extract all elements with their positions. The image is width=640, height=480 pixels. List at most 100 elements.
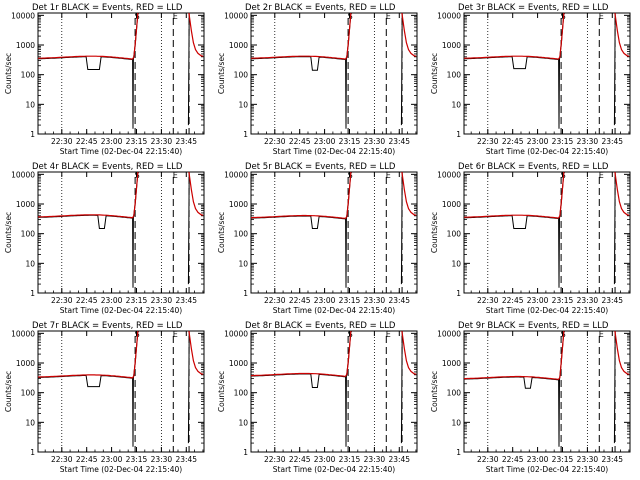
x-tick-label: 23:30 <box>151 296 173 305</box>
x-tick-label: 22:45 <box>289 296 311 305</box>
y-tick-label: 1000 <box>442 200 461 209</box>
y-tick-label: 1000 <box>442 41 461 50</box>
x-tick-label: 22:45 <box>502 137 524 146</box>
plot-frame <box>250 12 418 135</box>
panel-6: Det 6r BLACK = Events, RED = LLD Counts/s… <box>430 162 631 315</box>
y-tick-label: 10000 <box>11 329 35 338</box>
y-tick-label: 10000 <box>224 329 248 338</box>
lld-series-post-line <box>401 171 417 216</box>
y-tick-label: 10 <box>238 418 248 427</box>
y-tick-label: 10 <box>25 259 35 268</box>
y-tick-label: 1000 <box>229 200 248 209</box>
events-series-post-line <box>613 171 616 285</box>
panel-title: Det 7r BLACK = Events, RED = LLD <box>32 321 183 331</box>
panel-1: Det 1r BLACK = Events, RED = LLD Counts/s… <box>4 3 205 156</box>
y-tick-label: 100 <box>21 389 36 398</box>
y-axis-label: Counts/sec <box>430 371 439 412</box>
panel-2: Det 2r BLACK = Events, RED = LLD Counts/s… <box>217 3 418 156</box>
y-tick-label: 100 <box>21 230 36 239</box>
lld-series-line <box>38 330 139 379</box>
marker-label-e: E <box>599 12 604 21</box>
x-tick-label: 23:15 <box>339 455 361 464</box>
x-tick-label: 23:30 <box>151 455 173 464</box>
panel-title: Det 4r BLACK = Events, RED = LLD <box>32 162 183 172</box>
events-series-post-line <box>400 12 403 126</box>
x-axis-label: Start Time (02-Dec-04 22:15:40) <box>60 465 182 474</box>
x-tick-label: 22:30 <box>264 296 286 305</box>
events-series-post-line <box>187 12 190 126</box>
x-tick-label: 22:30 <box>477 296 499 305</box>
x-axis-label: Start Time (02-Dec-04 22:15:40) <box>486 306 608 315</box>
x-axis-label: Start Time (02-Dec-04 22:15:40) <box>273 306 395 315</box>
y-tick-label: 100 <box>234 389 249 398</box>
x-tick-label: 23:45 <box>175 296 197 305</box>
x-tick-label: 22:45 <box>502 455 524 464</box>
marker-label-e: E <box>173 12 178 21</box>
y-tick-label: 10 <box>25 100 35 109</box>
y-tick-label: 1000 <box>229 359 248 368</box>
lld-series-post-line <box>188 171 204 216</box>
y-axis-label: Counts/sec <box>217 371 226 412</box>
x-tick-label: 23:00 <box>314 296 336 305</box>
y-tick-label: 1000 <box>442 359 461 368</box>
panel-8: Det 8r BLACK = Events, RED = LLD Counts/s… <box>217 321 418 474</box>
y-tick-label: 100 <box>447 230 462 239</box>
lld-series-line <box>37 12 139 60</box>
y-axis-label: Counts/sec <box>430 53 439 94</box>
lld-series-line <box>463 12 565 60</box>
panel-title: Det 1r BLACK = Events, RED = LLD <box>32 3 183 13</box>
panel-title: Det 5r BLACK = Events, RED = LLD <box>245 162 396 172</box>
y-axis-label: Counts/sec <box>4 212 13 253</box>
lld-series-post-line <box>614 171 630 216</box>
x-tick-label: 22:30 <box>51 455 73 464</box>
x-tick-label: 23:30 <box>577 137 599 146</box>
x-tick-label: 22:30 <box>51 296 73 305</box>
events-series-post-line <box>187 171 190 285</box>
x-tick-label: 23:30 <box>364 455 386 464</box>
x-tick-label: 23:30 <box>577 455 599 464</box>
x-tick-label: 23:45 <box>388 455 410 464</box>
x-tick-label: 23:30 <box>151 137 173 146</box>
y-tick-label: 10000 <box>437 11 461 20</box>
y-axis-label: Counts/sec <box>430 212 439 253</box>
y-tick-label: 10 <box>451 100 461 109</box>
y-tick-label: 1 <box>30 289 35 298</box>
x-tick-label: 23:30 <box>364 137 386 146</box>
y-tick-label: 1000 <box>16 359 35 368</box>
x-tick-label: 23:00 <box>527 455 549 464</box>
x-tick-label: 22:45 <box>289 137 311 146</box>
x-tick-label: 22:30 <box>264 455 286 464</box>
x-tick-label: 22:30 <box>477 455 499 464</box>
x-axis-label: Start Time (02-Dec-04 22:15:40) <box>486 465 608 474</box>
y-tick-label: 10 <box>451 259 461 268</box>
y-tick-label: 1000 <box>16 200 35 209</box>
x-tick-label: 23:45 <box>601 137 623 146</box>
x-tick-label: 23:15 <box>126 296 148 305</box>
panel-7: Det 7r BLACK = Events, RED = LLD Counts/s… <box>4 321 205 474</box>
x-tick-label: 23:00 <box>101 455 123 464</box>
lld-series-post-line <box>188 12 204 57</box>
marker-label-e: E <box>173 330 178 339</box>
events-series-post-line <box>400 171 403 285</box>
plot-frame <box>463 171 631 294</box>
x-tick-label: 22:45 <box>76 137 98 146</box>
y-tick-label: 100 <box>234 71 249 80</box>
marker-label-e: E <box>599 171 604 180</box>
x-tick-label: 23:45 <box>601 455 623 464</box>
x-tick-label: 23:15 <box>126 455 148 464</box>
marker-label-e: E <box>173 171 178 180</box>
x-tick-label: 23:00 <box>101 296 123 305</box>
x-axis-label: Start Time (02-Dec-04 22:15:40) <box>273 147 395 156</box>
x-tick-label: 22:30 <box>477 137 499 146</box>
panel-3: Det 3r BLACK = Events, RED = LLD Counts/s… <box>430 3 631 156</box>
x-tick-label: 23:30 <box>577 296 599 305</box>
x-tick-label: 23:45 <box>175 137 197 146</box>
marker-label-e: E <box>599 330 604 339</box>
y-tick-label: 1 <box>30 448 35 457</box>
lld-series-post-line <box>614 12 630 57</box>
y-tick-label: 10000 <box>437 329 461 338</box>
x-tick-label: 23:15 <box>339 137 361 146</box>
panel-4: Det 4r BLACK = Events, RED = LLD Counts/s… <box>4 162 205 315</box>
